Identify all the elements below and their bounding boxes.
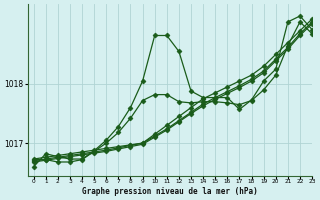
X-axis label: Graphe pression niveau de la mer (hPa): Graphe pression niveau de la mer (hPa) — [82, 187, 258, 196]
